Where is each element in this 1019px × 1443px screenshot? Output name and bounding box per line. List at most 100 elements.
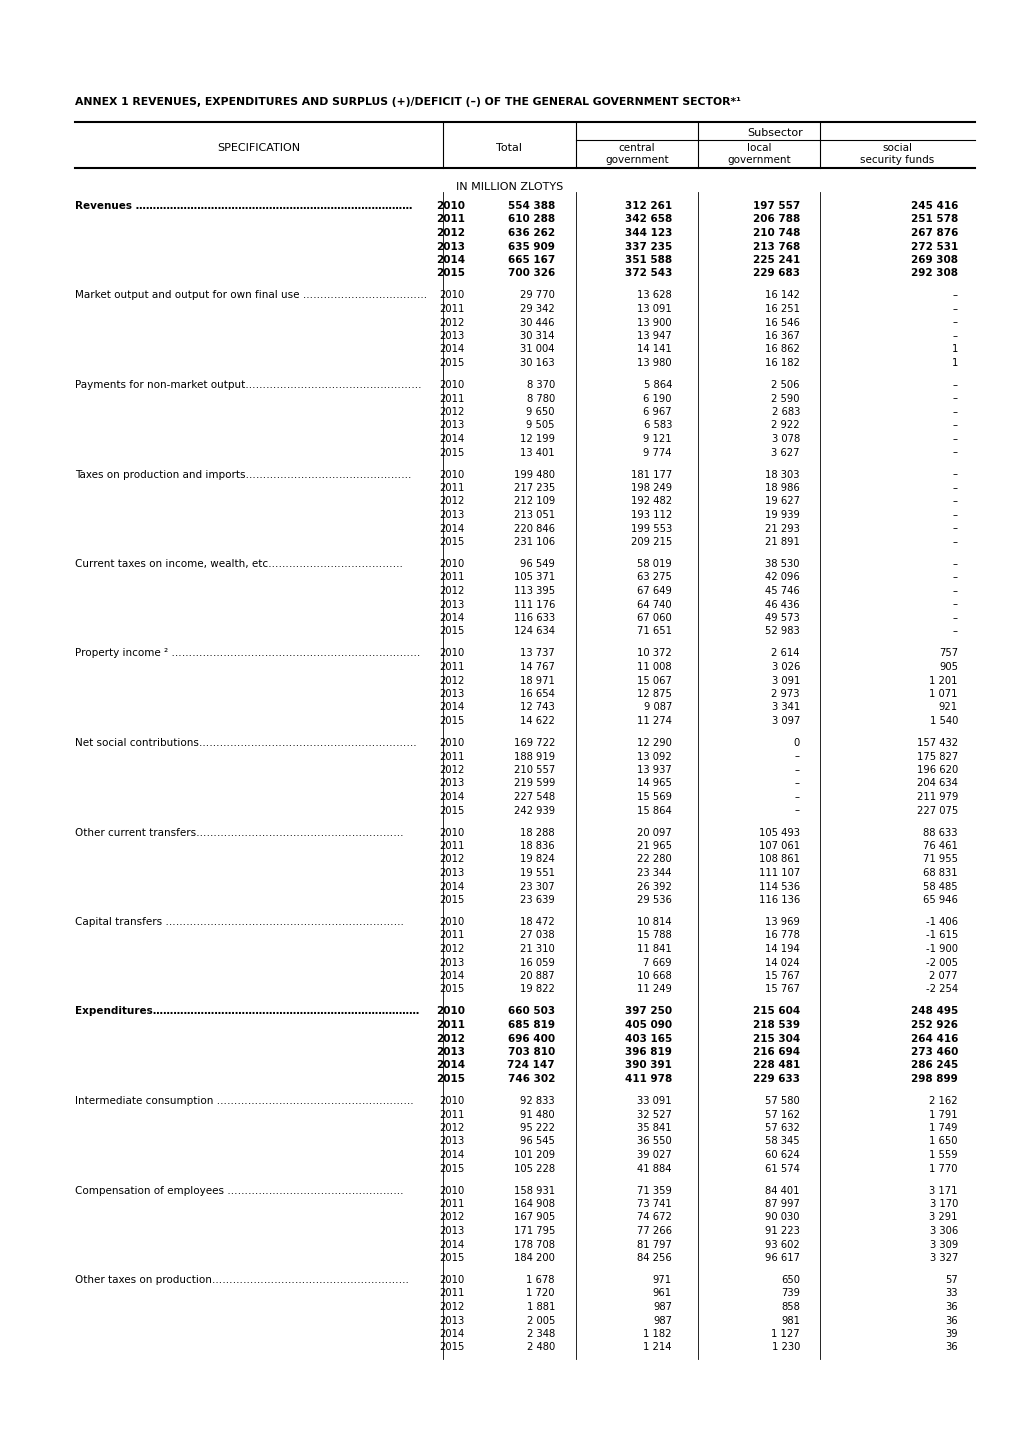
Text: 74 672: 74 672 bbox=[637, 1212, 672, 1222]
Text: 3 309: 3 309 bbox=[929, 1240, 957, 1250]
Text: 42 096: 42 096 bbox=[764, 573, 799, 583]
Text: 2011: 2011 bbox=[439, 304, 465, 315]
Text: 267 876: 267 876 bbox=[910, 228, 957, 238]
Text: 58 019: 58 019 bbox=[637, 558, 672, 569]
Text: 57 580: 57 580 bbox=[764, 1097, 799, 1105]
Text: 2 162: 2 162 bbox=[928, 1097, 957, 1105]
Text: 231 106: 231 106 bbox=[514, 537, 554, 547]
Text: 6 190: 6 190 bbox=[643, 394, 672, 404]
Text: 39 027: 39 027 bbox=[637, 1150, 672, 1160]
Text: 1: 1 bbox=[951, 358, 957, 368]
Text: –: – bbox=[794, 765, 799, 775]
Text: 13 980: 13 980 bbox=[637, 358, 672, 368]
Text: 158 931: 158 931 bbox=[514, 1186, 554, 1195]
Text: 229 633: 229 633 bbox=[752, 1074, 799, 1084]
Text: 13 937: 13 937 bbox=[637, 765, 672, 775]
Text: 16 142: 16 142 bbox=[764, 290, 799, 300]
Text: 2 348: 2 348 bbox=[526, 1329, 554, 1339]
Text: 124 634: 124 634 bbox=[514, 626, 554, 636]
Text: -2 005: -2 005 bbox=[925, 958, 957, 967]
Text: 2012: 2012 bbox=[439, 765, 465, 775]
Text: 242 939: 242 939 bbox=[514, 805, 554, 815]
Text: 403 165: 403 165 bbox=[624, 1033, 672, 1043]
Text: 1 791: 1 791 bbox=[928, 1110, 957, 1120]
Text: 57 162: 57 162 bbox=[764, 1110, 799, 1120]
Text: 3 170: 3 170 bbox=[928, 1199, 957, 1209]
Text: 2014: 2014 bbox=[439, 434, 465, 444]
Text: 2015: 2015 bbox=[435, 1074, 465, 1084]
Text: 19 627: 19 627 bbox=[764, 496, 799, 506]
Text: 700 326: 700 326 bbox=[507, 268, 554, 278]
Text: 2013: 2013 bbox=[439, 420, 465, 430]
Text: 2 077: 2 077 bbox=[928, 971, 957, 981]
Text: 2015: 2015 bbox=[439, 895, 465, 905]
Text: 2012: 2012 bbox=[435, 1033, 465, 1043]
Text: –: – bbox=[952, 613, 957, 623]
Text: 18 288: 18 288 bbox=[520, 827, 554, 837]
Text: 88 633: 88 633 bbox=[922, 827, 957, 837]
Text: 228 481: 228 481 bbox=[752, 1061, 799, 1071]
Text: ANNEX 1 REVENUES, EXPENDITURES AND SURPLUS (+)/DEFICIT (–) OF THE GENERAL GOVERN: ANNEX 1 REVENUES, EXPENDITURES AND SURPL… bbox=[75, 97, 740, 107]
Text: 2011: 2011 bbox=[439, 573, 465, 583]
Text: 20 887: 20 887 bbox=[520, 971, 554, 981]
Text: 13 947: 13 947 bbox=[637, 330, 672, 341]
Text: IN MILLION ZLOTYS: IN MILLION ZLOTYS bbox=[455, 182, 564, 192]
Text: 610 288: 610 288 bbox=[507, 215, 554, 225]
Text: 216 694: 216 694 bbox=[752, 1048, 799, 1058]
Text: –: – bbox=[952, 447, 957, 457]
Text: 29 342: 29 342 bbox=[520, 304, 554, 315]
Text: 188 919: 188 919 bbox=[514, 752, 554, 762]
Text: 2010: 2010 bbox=[439, 469, 465, 479]
Text: Compensation of employees ……………………………………………: Compensation of employees ……………………………………… bbox=[75, 1186, 404, 1195]
Text: 739: 739 bbox=[781, 1289, 799, 1299]
Text: 2011: 2011 bbox=[439, 1289, 465, 1299]
Text: 215 604: 215 604 bbox=[752, 1007, 799, 1016]
Text: 2 005: 2 005 bbox=[526, 1316, 554, 1326]
Text: 411 978: 411 978 bbox=[624, 1074, 672, 1084]
Text: 696 400: 696 400 bbox=[507, 1033, 554, 1043]
Text: 1 201: 1 201 bbox=[928, 675, 957, 685]
Text: 858: 858 bbox=[781, 1302, 799, 1312]
Text: 105 493: 105 493 bbox=[758, 827, 799, 837]
Text: 35 841: 35 841 bbox=[637, 1123, 672, 1133]
Text: 2014: 2014 bbox=[439, 792, 465, 802]
Text: 16 059: 16 059 bbox=[520, 958, 554, 967]
Text: 6 583: 6 583 bbox=[643, 420, 672, 430]
Text: 2014: 2014 bbox=[439, 882, 465, 892]
Text: -2 254: -2 254 bbox=[925, 984, 957, 994]
Text: 6 967: 6 967 bbox=[643, 407, 672, 417]
Text: 342 658: 342 658 bbox=[624, 215, 672, 225]
Text: 227 075: 227 075 bbox=[916, 805, 957, 815]
Text: 14 141: 14 141 bbox=[637, 345, 672, 355]
Text: –: – bbox=[952, 304, 957, 315]
Text: 2011: 2011 bbox=[439, 662, 465, 672]
Text: 252 926: 252 926 bbox=[910, 1020, 957, 1030]
Text: –: – bbox=[794, 752, 799, 762]
Text: 105 228: 105 228 bbox=[514, 1163, 554, 1173]
Text: 2015: 2015 bbox=[439, 537, 465, 547]
Text: 92 833: 92 833 bbox=[520, 1097, 554, 1105]
Text: 272 531: 272 531 bbox=[910, 241, 957, 251]
Text: 9 087: 9 087 bbox=[643, 703, 672, 713]
Text: 197 557: 197 557 bbox=[752, 201, 799, 211]
Text: 8 370: 8 370 bbox=[526, 380, 554, 390]
Text: 405 090: 405 090 bbox=[625, 1020, 672, 1030]
Text: 2015: 2015 bbox=[439, 358, 465, 368]
Text: 18 836: 18 836 bbox=[520, 841, 554, 851]
Text: 65 946: 65 946 bbox=[922, 895, 957, 905]
Text: 15 067: 15 067 bbox=[637, 675, 672, 685]
Text: 2012: 2012 bbox=[439, 1302, 465, 1312]
Text: 11 249: 11 249 bbox=[637, 984, 672, 994]
Text: 90 030: 90 030 bbox=[764, 1212, 799, 1222]
Text: 12 290: 12 290 bbox=[637, 737, 672, 747]
Text: 36 550: 36 550 bbox=[637, 1137, 672, 1147]
Text: 7 669: 7 669 bbox=[643, 958, 672, 967]
Text: 2 683: 2 683 bbox=[770, 407, 799, 417]
Text: Total: Total bbox=[496, 143, 522, 153]
Text: 91 223: 91 223 bbox=[764, 1227, 799, 1237]
Text: 2010: 2010 bbox=[435, 201, 465, 211]
Text: –: – bbox=[952, 380, 957, 390]
Text: 18 472: 18 472 bbox=[520, 916, 554, 926]
Text: 77 266: 77 266 bbox=[637, 1227, 672, 1237]
Text: 2012: 2012 bbox=[439, 317, 465, 328]
